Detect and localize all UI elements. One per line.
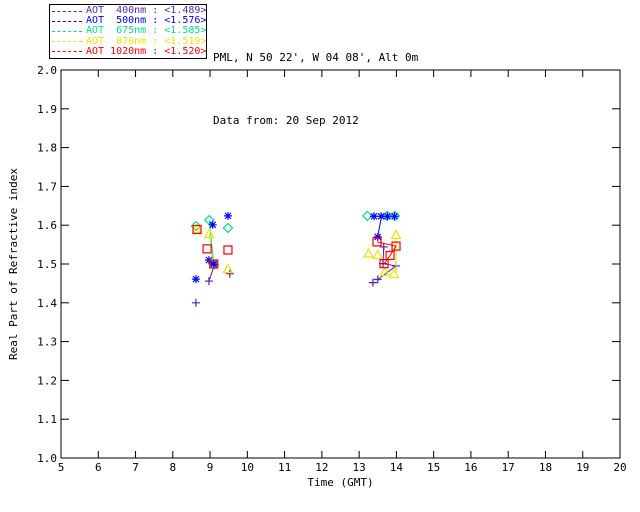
y-axis-label: Real Part of Refractive index (7, 168, 20, 360)
data-point-aot-870nm (222, 263, 234, 274)
x-tick-label-10: 10 (241, 461, 254, 474)
y-tick-label-1.1: 1.1 (37, 413, 57, 426)
data-point-aot-500nm (373, 232, 382, 241)
legend-line-sample-400nm (52, 10, 82, 12)
data-point-aot-1020nm (385, 250, 395, 261)
legend-row-1020nm: AOT 1020nm : <1.520> (52, 45, 207, 57)
legend-row-500nm: AOT 500nm : <1.576> (52, 15, 207, 27)
x-tick-label-19: 19 (576, 461, 589, 474)
legend-row-870nm: AOT 870nm : <1.519> (52, 35, 207, 47)
y-tick-label-1.4: 1.4 (37, 297, 57, 310)
legend-label-675nm: AOT 675nm : <1.585> (86, 25, 207, 37)
data-point-aot-675nm (361, 210, 373, 222)
x-tick-label-14: 14 (390, 461, 404, 474)
data-point-aot-1020nm (192, 224, 202, 235)
data-point-aot-400nm (225, 269, 234, 278)
data-point-aot-675nm (208, 259, 220, 270)
y-tick-label-1.2: 1.2 (37, 374, 57, 387)
x-tick-label-18: 18 (539, 461, 552, 474)
x-tick-label-17: 17 (502, 461, 515, 474)
data-point-aot-1020nm (209, 259, 219, 269)
legend-row-675nm: AOT 675nm : <1.585> (52, 25, 207, 37)
data-point-aot-1020nm (223, 245, 233, 255)
legend-line-sample-1020nm (52, 51, 82, 53)
data-point-aot-500nm (209, 260, 218, 268)
x-tick-label-11: 11 (278, 461, 291, 474)
data-point-aot-1020nm (379, 259, 389, 269)
legend-line-sample-675nm (52, 30, 82, 32)
legend-row-400nm: AOT 400nm : <1.489> (52, 5, 207, 17)
legend-label-1020nm: AOT 1020nm : <1.520> (86, 45, 207, 57)
legend-label-870nm: AOT 870nm : <1.519> (86, 35, 207, 47)
x-tick-label-7: 7 (132, 461, 139, 474)
data-point-aot-870nm (390, 229, 402, 239)
x-tick-label-20: 20 (613, 461, 626, 474)
y-tick-label-2.0: 2.0 (37, 64, 57, 77)
data-point-aot-870nm (362, 247, 374, 258)
y-tick-label-1.8: 1.8 (37, 142, 57, 155)
legend-label-400nm: AOT 400nm : <1.489> (86, 5, 207, 17)
x-tick-label-13: 13 (353, 461, 366, 474)
x-tick-label-15: 15 (427, 461, 440, 474)
y-tick-label-1.5: 1.5 (37, 258, 57, 271)
plot-header: PML, N 50 22', W 04 08', Alt 0m Data fro… (213, 5, 418, 173)
x-axis-label: Time (GMT) (307, 476, 373, 489)
data-point-aot-870nm (388, 268, 400, 279)
x-tick-label-12: 12 (315, 461, 328, 474)
y-tick-label-1.7: 1.7 (37, 180, 57, 193)
x-tick-label-9: 9 (207, 461, 214, 474)
data-point-aot-500nm (204, 256, 213, 265)
y-tick-label-1.6: 1.6 (37, 219, 57, 232)
data-point-aot-500nm (208, 220, 217, 229)
legend-label-500nm: AOT 500nm : <1.576> (86, 15, 207, 27)
data-point-aot-400nm (368, 278, 377, 287)
data-point-aot-500nm (191, 275, 200, 284)
data-point-aot-400nm (191, 298, 200, 307)
data-point-aot-500nm (390, 212, 399, 221)
data-date-text: Data from: 20 Sep 2012 (213, 114, 359, 127)
data-point-aot-870nm (379, 266, 391, 277)
data-point-aot-400nm (373, 275, 382, 284)
y-tick-label-1.0: 1.0 (37, 452, 57, 465)
data-point-aot-675nm (222, 222, 234, 234)
series-line-aot-400nm-1 (377, 246, 398, 280)
data-point-aot-1020nm (202, 244, 212, 254)
data-point-aot-500nm (223, 211, 232, 220)
y-tick-label-1.3: 1.3 (37, 336, 57, 349)
legend-line-sample-500nm (52, 20, 82, 22)
x-tick-label-8: 8 (169, 461, 176, 474)
x-tick-label-16: 16 (464, 461, 477, 474)
data-point-aot-1020nm (391, 241, 401, 251)
y-tick-label-1.9: 1.9 (37, 103, 57, 116)
data-point-aot-675nm (190, 220, 202, 232)
data-point-aot-870nm (372, 249, 384, 260)
data-point-aot-400nm (379, 242, 388, 251)
x-tick-label-5: 5 (58, 461, 65, 474)
data-point-aot-870nm (203, 228, 215, 238)
data-point-aot-1020nm (372, 237, 382, 247)
data-point-aot-400nm (204, 277, 213, 286)
data-point-aot-500nm (370, 212, 379, 221)
x-tick-label-6: 6 (95, 461, 102, 474)
legend-line-sample-870nm (52, 41, 82, 43)
data-point-aot-500nm (377, 212, 386, 221)
data-point-aot-500nm (383, 212, 392, 221)
station-location-text: PML, N 50 22', W 04 08', Alt 0m (213, 51, 419, 64)
legend-box: AOT 400nm : <1.489> AOT 500nm : <1.576> … (49, 4, 207, 59)
data-point-aot-870nm (191, 223, 203, 234)
